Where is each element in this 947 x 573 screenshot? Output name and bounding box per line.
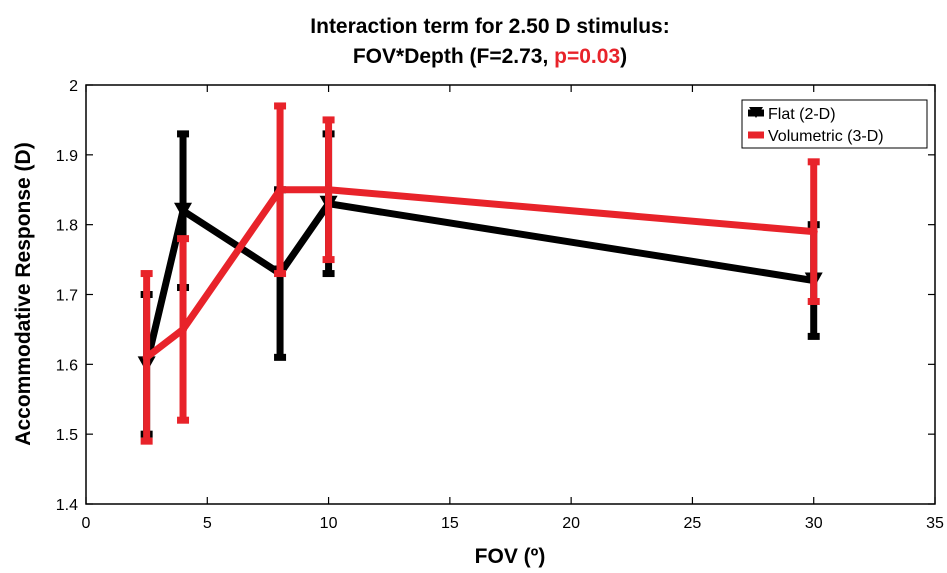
series-line [144,186,815,361]
legend: Flat (2-D) Volumetric (3-D) [741,99,928,149]
data-point [276,185,285,194]
data-point [809,227,818,236]
x-tick-label: 5 [203,515,212,532]
y-tick-label: 2 [69,78,78,95]
legend-marker [749,107,763,118]
data-point [179,325,188,334]
legend-label: Flat (2-D) [768,106,836,123]
legend-box [741,99,928,149]
y-tick-label: 1.7 [56,288,78,305]
x-tick-label: 30 [805,515,823,532]
series-layer [137,102,823,445]
x-tick-label: 15 [441,515,459,532]
chart-title: Interaction term for 2.50 D stimulus: FO… [310,15,669,68]
x-tick-label: 10 [320,515,338,532]
x-tick-label: 0 [82,515,91,532]
axis-ticks: 0 5 10 15 20 25 30 35 1.4 1.5 1.6 1.7 1.8 1.9 2 [56,78,944,532]
legend-label: Volumetric (3-D) [768,128,884,145]
y-tick-label: 1.9 [56,148,78,165]
data-point [324,185,333,194]
series-flat-2d [137,130,823,438]
y-tick-label: 1.4 [56,497,78,514]
chart-title-close: ) [620,45,627,68]
x-tick-label: 20 [562,515,580,532]
y-axis-label: Accommodative Response (D) [12,142,35,445]
x-axis-label: FOV (º) [475,545,546,568]
data-point [142,353,151,362]
y-tick-label: 1.6 [56,357,78,374]
x-tick-label: 35 [926,515,944,532]
chart-title-stats: FOV*Depth (F=2.73, [353,45,554,68]
data-point [174,202,193,219]
series-volumetric-3d [140,102,820,445]
chart-title-line2: FOV*Depth (F=2.73, p=0.03) [353,45,627,68]
y-tick-label: 1.8 [56,218,78,235]
x-tick-label: 25 [684,515,702,532]
chart-title-p-value: p=0.03 [554,45,620,68]
series-line [143,199,815,366]
y-tick-label: 1.5 [56,427,78,444]
chart-title-line1: Interaction term for 2.50 D stimulus: [310,15,669,38]
